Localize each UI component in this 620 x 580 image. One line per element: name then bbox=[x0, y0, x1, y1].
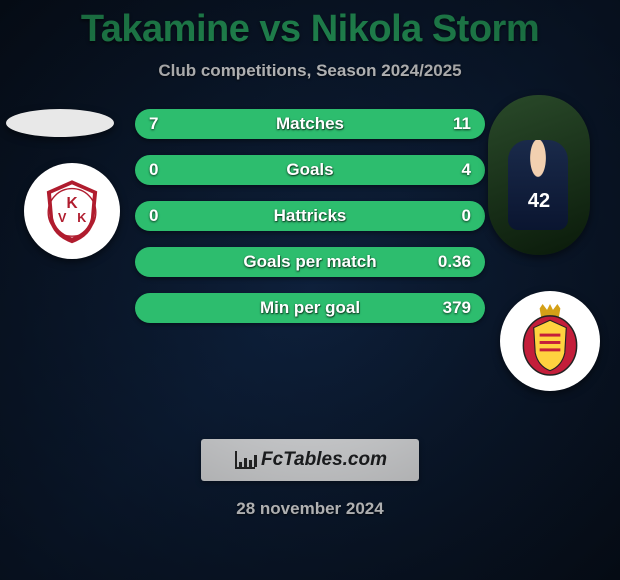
stat-bars: 7 Matches 11 0 Goals 4 0 Hattricks 0 Goa… bbox=[135, 109, 485, 339]
page-title: Takamine vs Nikola Storm bbox=[0, 0, 620, 51]
stat-right-value: 0 bbox=[462, 206, 471, 226]
svg-text:V: V bbox=[58, 211, 67, 225]
player-right-photo: 42 bbox=[488, 95, 590, 255]
svg-text:K: K bbox=[77, 211, 86, 225]
page-subtitle: Club competitions, Season 2024/2025 bbox=[0, 61, 620, 81]
stat-label: Goals per match bbox=[135, 252, 485, 272]
stat-label: Goals bbox=[135, 160, 485, 180]
brand-box: FcTables.com bbox=[201, 439, 419, 481]
stat-row-matches: 7 Matches 11 bbox=[135, 109, 485, 139]
jersey-number: 42 bbox=[528, 190, 550, 213]
kortrijk-crest-icon: K V K bbox=[37, 176, 107, 246]
stat-row-min-per-goal: Min per goal 379 bbox=[135, 293, 485, 323]
footer-date: 28 november 2024 bbox=[0, 499, 620, 519]
stat-right-value: 379 bbox=[443, 298, 471, 318]
stat-label: Hattricks bbox=[135, 206, 485, 226]
comparison-panel: K V K 7 Matches 11 0 Goals 4 0 Hattricks… bbox=[0, 109, 620, 399]
club-badge-right bbox=[500, 291, 600, 391]
stat-row-hattricks: 0 Hattricks 0 bbox=[135, 201, 485, 231]
stat-label: Matches bbox=[135, 114, 485, 134]
stat-row-goals-per-match: Goals per match 0.36 bbox=[135, 247, 485, 277]
stat-right-value: 0.36 bbox=[438, 252, 471, 272]
stat-row-goals: 0 Goals 4 bbox=[135, 155, 485, 185]
player-left-photo bbox=[6, 109, 114, 137]
stat-label: Min per goal bbox=[135, 298, 485, 318]
club-badge-left: K V K bbox=[24, 163, 120, 259]
stat-right-value: 11 bbox=[453, 114, 471, 134]
stat-right-value: 4 bbox=[462, 160, 471, 180]
svg-text:K: K bbox=[66, 195, 77, 212]
chart-icon bbox=[233, 449, 257, 471]
mechelen-crest-icon bbox=[513, 304, 587, 378]
brand-text: FcTables.com bbox=[261, 449, 387, 471]
